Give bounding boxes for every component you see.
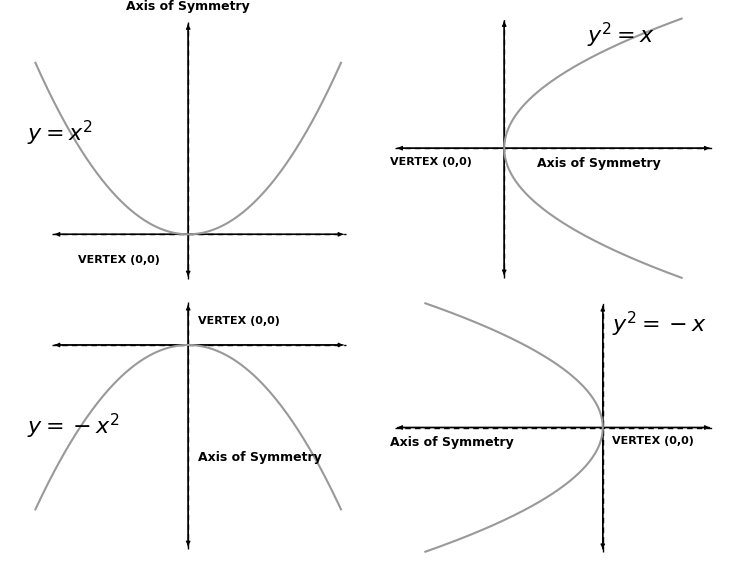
Text: VERTEX (0,0): VERTEX (0,0) <box>77 255 159 264</box>
Text: Axis of Symmetry: Axis of Symmetry <box>198 451 322 464</box>
Text: $y^2 = -x$: $y^2 = -x$ <box>612 310 707 339</box>
Text: $y^2 = x$: $y^2 = x$ <box>587 21 655 51</box>
Text: VERTEX (0,0): VERTEX (0,0) <box>612 436 694 446</box>
Text: $y = x^2$: $y = x^2$ <box>27 119 92 148</box>
Text: Axis of Symmetry: Axis of Symmetry <box>390 436 514 449</box>
Text: Axis of Symmetry: Axis of Symmetry <box>126 1 250 14</box>
Text: VERTEX (0,0): VERTEX (0,0) <box>390 157 472 167</box>
Text: Axis of Symmetry: Axis of Symmetry <box>537 157 661 170</box>
Text: $y = -x^2$: $y = -x^2$ <box>27 412 120 441</box>
Text: VERTEX (0,0): VERTEX (0,0) <box>198 316 280 325</box>
